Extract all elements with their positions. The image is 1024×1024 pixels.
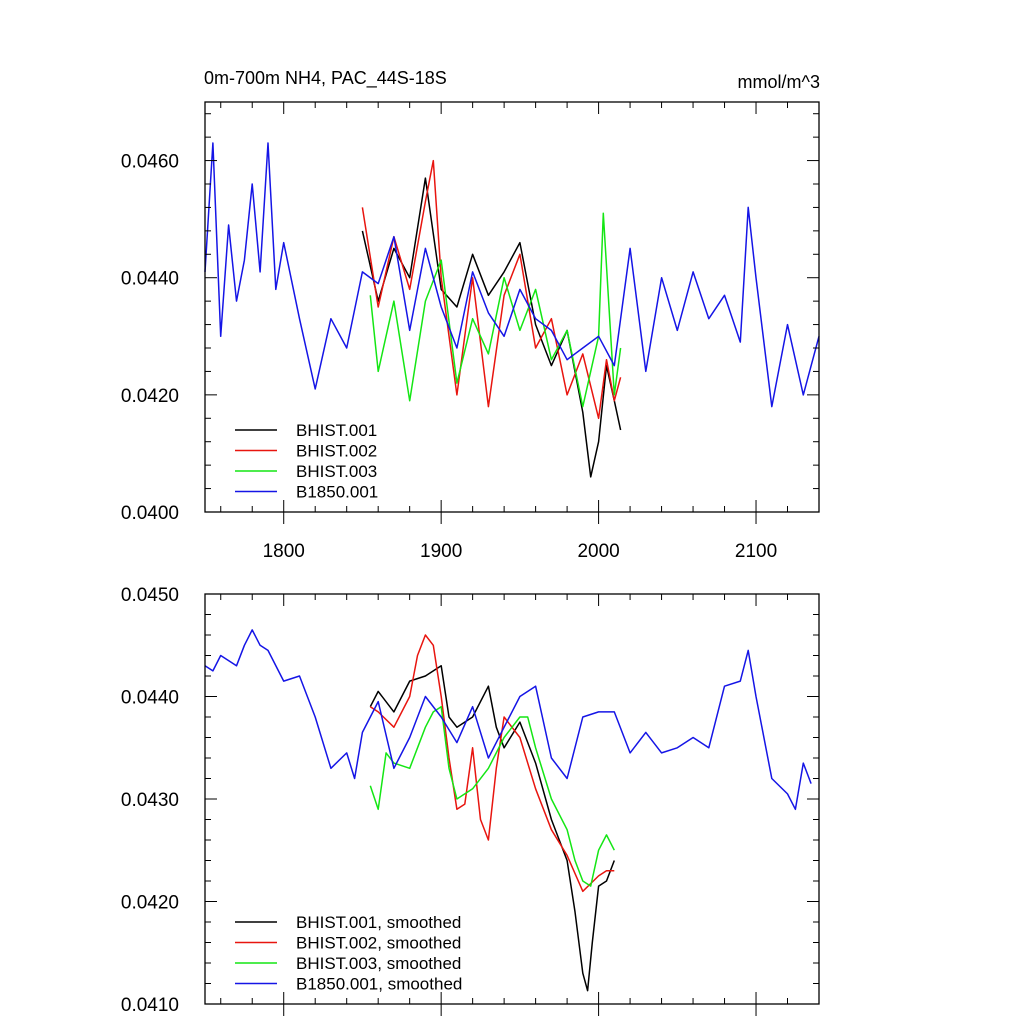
legend-label: B1850.001, smoothed bbox=[296, 975, 462, 994]
y-tick-label: 0.0450 bbox=[121, 585, 179, 606]
series-line-bhist-002 bbox=[370, 635, 614, 891]
y-tick-label: 0.0430 bbox=[121, 790, 179, 811]
y-tick-label: 0.0440 bbox=[121, 688, 179, 709]
y-tick-label: 0.0410 bbox=[121, 995, 179, 1016]
legend-label: BHIST.003 bbox=[296, 462, 377, 481]
x-tick-label: 2100 bbox=[735, 541, 777, 562]
legend-label: B1850.001 bbox=[296, 483, 378, 502]
series-line-b1850-001 bbox=[205, 630, 811, 809]
series-line-bhist-003 bbox=[370, 707, 614, 886]
legend-label: BHIST.002, smoothed bbox=[296, 934, 461, 953]
y-tick-label: 0.0420 bbox=[121, 893, 179, 914]
y-tick-label: 0.0460 bbox=[121, 152, 179, 173]
chart-title: 0m-700m NH4, PAC_44S-18S bbox=[204, 68, 447, 89]
y-tick-label: 0.0400 bbox=[121, 503, 179, 524]
y-tick-label: 0.0440 bbox=[121, 269, 179, 290]
chart-figure: 0m-700m NH4, PAC_44S-18S mmol/m^3 0.0400… bbox=[0, 0, 1024, 1024]
bottom-chart-panel: 0.0410 0.0420 0.0430 0.0440 0.0450 BHIST.001… bbox=[121, 585, 819, 1016]
x-tick-label: 2000 bbox=[577, 541, 619, 562]
y-tick-label: 0.0420 bbox=[121, 386, 179, 407]
legend-label: BHIST.001, smoothed bbox=[296, 913, 461, 932]
series-line-bhist-001 bbox=[362, 178, 620, 477]
series-line-bhist-003 bbox=[370, 213, 620, 406]
x-tick-label: 1800 bbox=[263, 541, 305, 562]
x-tick-label: 1900 bbox=[420, 541, 462, 562]
legend-label: BHIST.002 bbox=[296, 442, 377, 461]
chart-units: mmol/m^3 bbox=[738, 72, 820, 92]
legend-label: BHIST.001 bbox=[296, 421, 377, 440]
legend-label: BHIST.003, smoothed bbox=[296, 954, 461, 973]
top-chart-panel: 0m-700m NH4, PAC_44S-18S mmol/m^3 0.0400… bbox=[121, 68, 820, 562]
